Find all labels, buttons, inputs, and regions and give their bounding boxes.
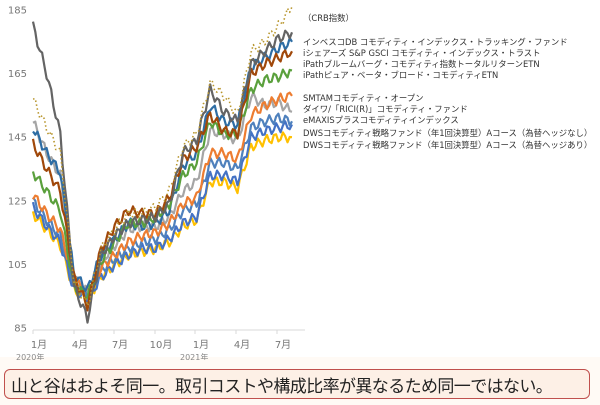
x-tick-label: 4月 <box>72 339 88 351</box>
y-tick-label: 125 <box>8 196 27 207</box>
year-label-2020: 2020年 <box>16 352 44 360</box>
year-label-2021: 2021年 <box>180 352 208 360</box>
legend-item: iPathピュア・ベータ・ブロード・コモディティETN <box>303 70 498 80</box>
y-axis: 85 105 125 145 165 185 <box>8 6 27 335</box>
annotation-note-text: 山と谷はおよそ同一。取引コストや構成比率が異なるため同一ではない。 <box>11 376 553 397</box>
series-line <box>32 6 293 307</box>
x-axis: 1月 4月 7月 10月 1月 4月 7月 2020年 2021年 <box>16 329 305 360</box>
y-tick-label: 185 <box>8 6 27 17</box>
legend-item: iシェアーズ S&P GSCI コモディティ・インデックス・トラスト <box>303 48 541 58</box>
annotation-note: 山と谷はおよそ同一。取引コストや構成比率が異なるため同一ではない。 <box>4 369 590 399</box>
legend: （CRB指数） インベスコDB コモディティ・インデックス・トラッキング・ファンド… <box>303 13 592 150</box>
y-tick-label: 165 <box>8 69 27 80</box>
legend-item: ダイワ/「RICI(R)」コモディティ・ファンド <box>303 104 468 114</box>
y-tick-label: 85 <box>14 324 27 335</box>
series-line <box>31 21 294 324</box>
x-tick-label: 1月 <box>31 339 47 351</box>
series-line <box>32 36 293 293</box>
legend-crb: （CRB指数） <box>303 13 354 23</box>
legend-item: iPathブルームバーグ・コモディティ指数トータルリターンETN <box>303 59 540 69</box>
x-tick-label: 1月 <box>193 339 209 351</box>
legend-item: DWSコモディティ戦略ファンド（年1回決算型）Aコース（為替ヘッジなし） <box>303 128 592 138</box>
legend-item: SMTAMコモディティ・オープン <box>303 93 424 103</box>
legend-item: eMAXISプラスコモディティインデックス <box>303 115 459 125</box>
legend-item: インベスコDB コモディティ・インデックス・トラッキング・ファンド <box>303 37 568 47</box>
x-tick-label: 4月 <box>234 339 250 351</box>
series-lines <box>31 6 294 324</box>
x-tick-label: 10月 <box>150 339 173 351</box>
legend-item: DWSコモディティ戦略ファンド（年1回決算型）Aコース（為替ヘッジあり） <box>303 140 592 150</box>
x-tick-label: 7月 <box>112 339 128 351</box>
line-chart: 85 105 125 145 165 185 1月 4月 7月 10月 1月 4月 7月 2020年 20… <box>8 6 592 361</box>
y-tick-label: 145 <box>8 133 27 144</box>
x-tick-label: 7月 <box>275 339 291 351</box>
y-tick-label: 105 <box>8 260 27 271</box>
